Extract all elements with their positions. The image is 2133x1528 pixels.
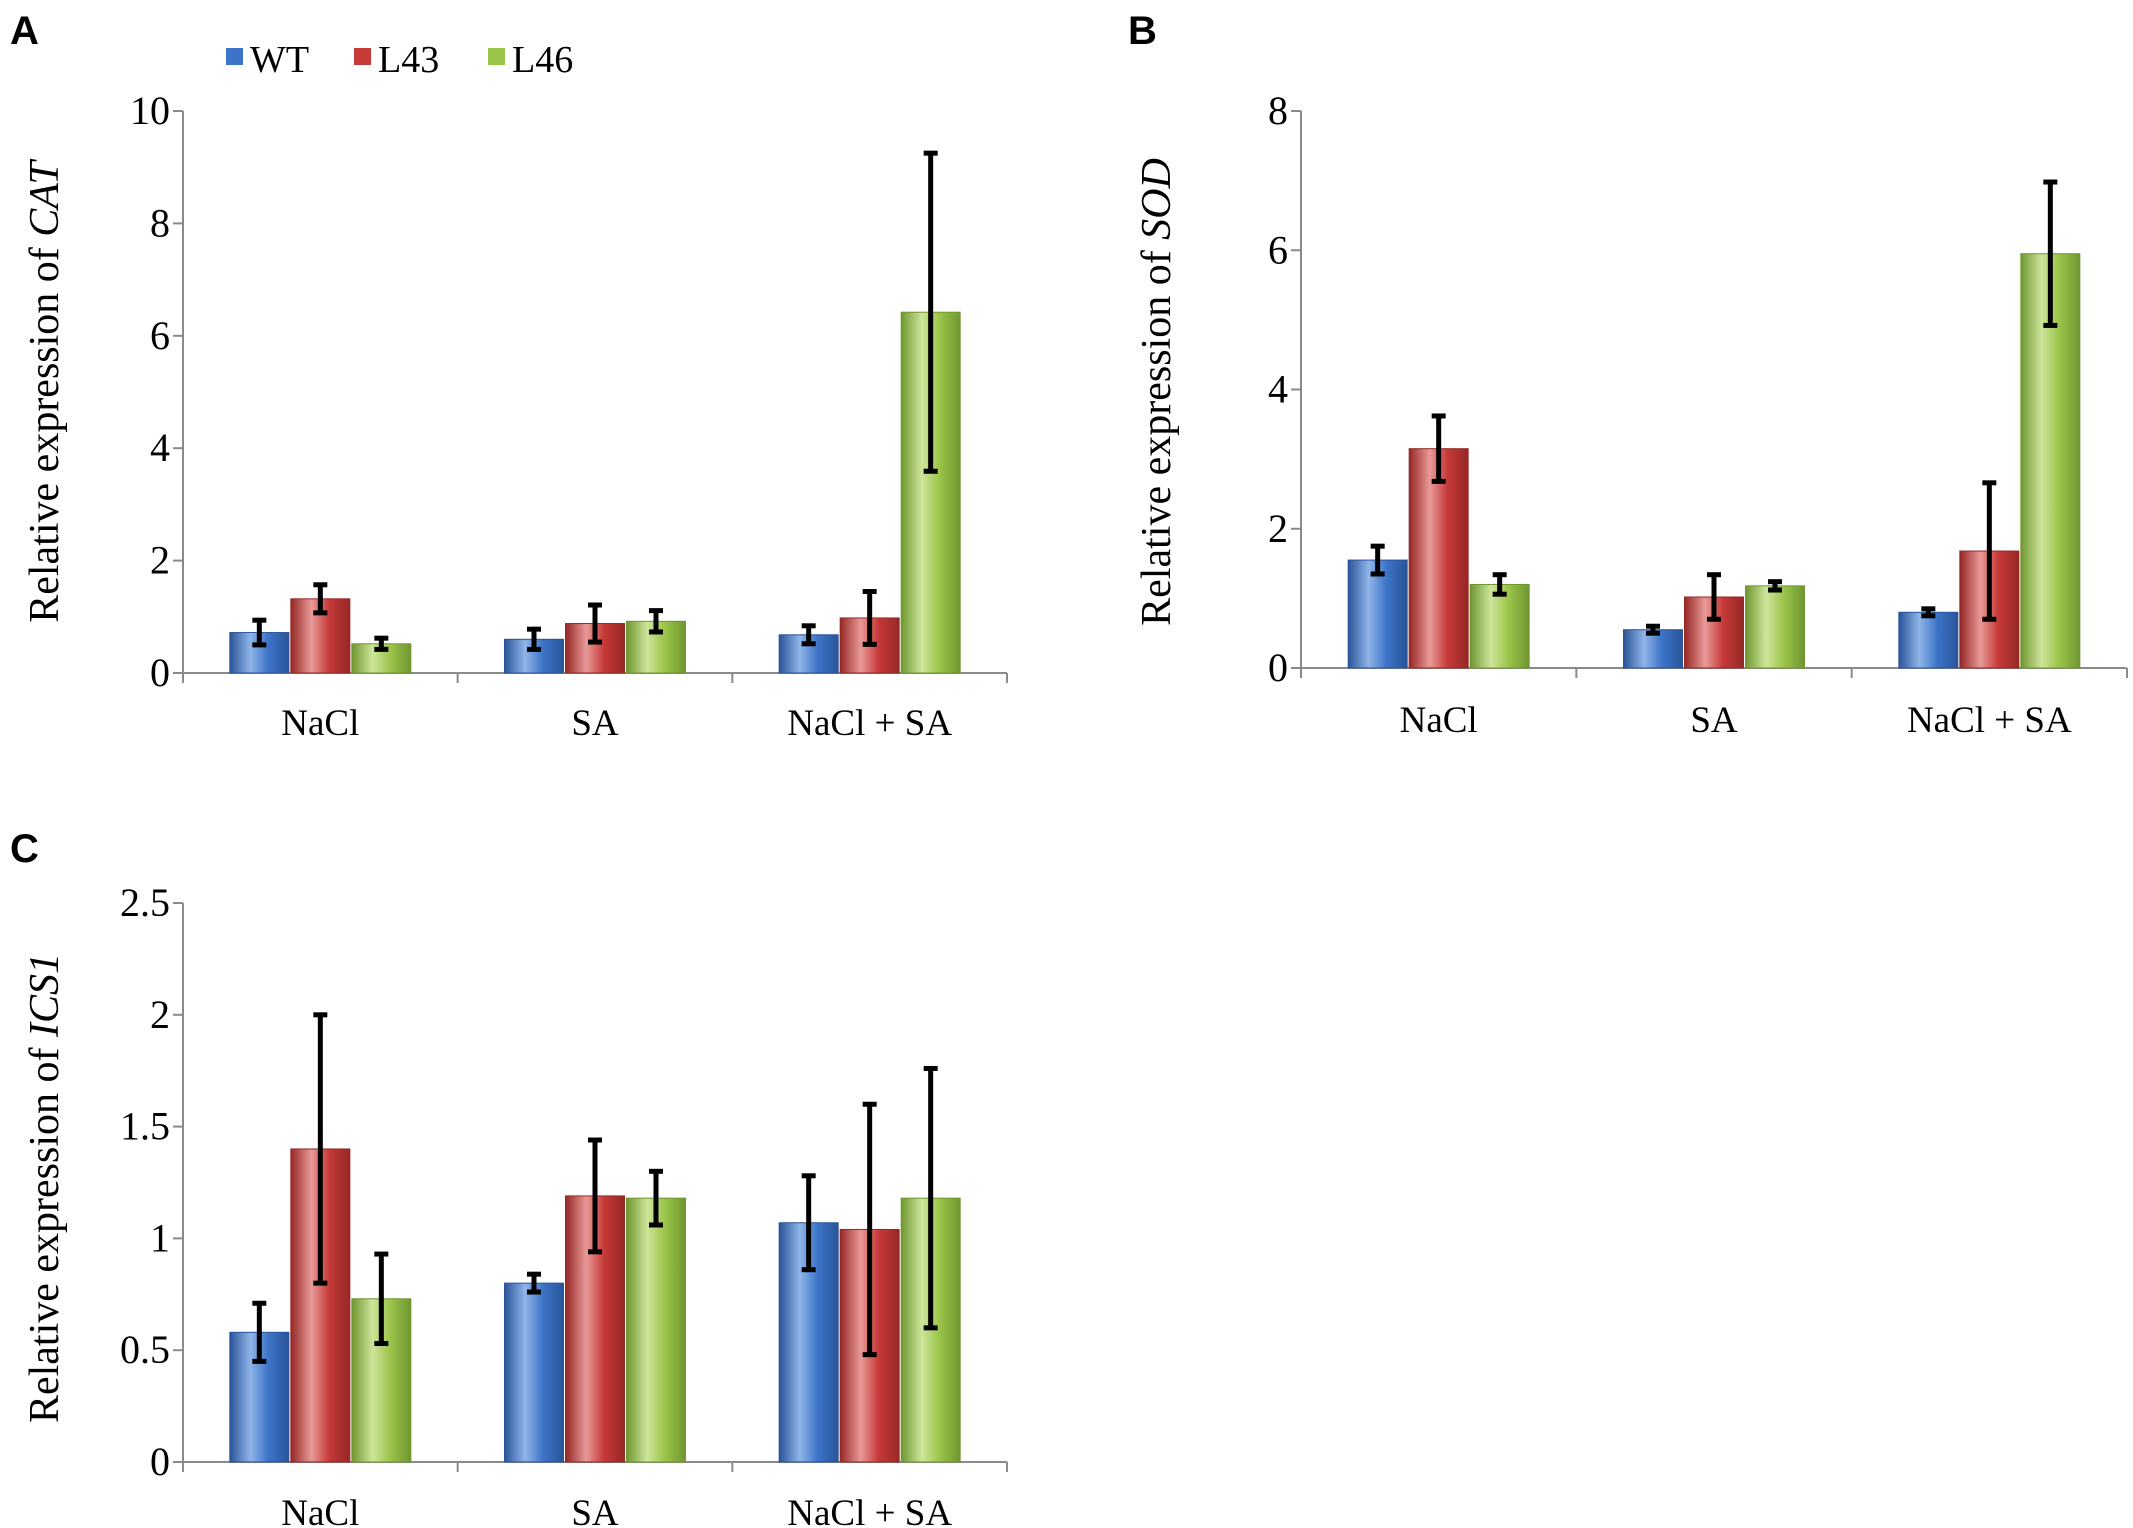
panel-c-category-label: SA [571,1493,619,1528]
panel-a-error-bar-l43 [313,582,328,616]
panel-b-bar-wt [1347,559,1408,669]
panel-a-y-tick-label: 0 [150,650,170,695]
panel-a-error-bar-l46 [649,608,663,635]
panel-c-y-tick-label: 2.5 [120,880,170,925]
panel-b-y-axis-label: Relative expression of SOD [1134,158,1180,626]
panel-letter-b: B [1128,9,1157,53]
panel-c-y-tick-label: 1.5 [120,1104,170,1149]
panel-a-y-tick-label: 8 [150,200,170,245]
panel-c-error-bar-l43 [862,1101,877,1358]
panel-a-error-bar-wt [252,617,267,648]
panel-c-error-bar-wt [801,1173,816,1273]
panel-a-error-bar-wt [527,626,541,652]
panel-c-error-bar-l46 [923,1065,938,1331]
panel-b-error-bar-wt [1921,606,1936,619]
panel-b-y-tick-label: 2 [1268,506,1288,551]
panel-a-error-bar-l46 [374,635,389,652]
panel-a-y-axis-label: Relative expression of CAT [22,159,68,623]
panel-b-y-tick-label: 4 [1268,367,1288,412]
panel-c-y-tick-label: 0.5 [120,1327,170,1372]
panel-c-y-tick-label: 1 [150,1215,170,1260]
panel-b-category-label: SA [1690,700,1738,741]
panel-b-bar-wt [1898,611,1959,669]
panel-c-bar-wt [504,1282,564,1463]
panel-c-y-axis-label: Relative expression of ICS1 [22,953,68,1423]
panel-b-plot: 0 2 4 6 8 NaCl SA NaCl + SA [1268,88,2128,741]
panel-letter-a: A [10,9,39,53]
panel-a-error-bar-wt [801,623,816,647]
panel-a-category-label: NaCl + SA [787,703,952,744]
panel-b: B Relative expression of SOD 0 2 4 6 8 NaCl SA… [1128,9,2128,741]
panel-letter-c: C [10,827,39,871]
panel-c-error-bar-l46 [374,1251,389,1346]
panel-c-category-label: NaCl [281,1493,359,1528]
panel-c-y-tick-label: 0 [150,1439,170,1484]
panel-a: A Relative expression of CAT 0 2 4 6 8 10 NaCl… [10,9,1008,744]
panel-b-error-bar-l46 [1768,579,1782,593]
panel-a-category-label: SA [571,703,619,744]
panel-b-category-label: NaCl [1400,700,1478,741]
panel-c-error-bar-l43 [588,1137,602,1255]
panel-a-error-bar-l46 [923,150,938,474]
panel-b-bar-wt [1623,629,1683,669]
panel-a-y-tick-label: 2 [150,538,170,583]
panel-b-error-bar-l43 [1431,413,1446,484]
panel-c-bar-l46 [626,1197,686,1463]
legend-label-l43: L43 [378,39,439,81]
panel-c-error-bar-wt [252,1300,267,1364]
panel-b-error-bar-l43 [1707,572,1721,622]
panel-a-error-bar-l43 [588,602,602,645]
legend-swatch-l43 [354,48,371,65]
legend-label-l46: L46 [512,39,573,81]
panel-c-y-tick-label: 2 [150,992,170,1037]
panel-a-y-tick-label: 6 [150,313,170,358]
panel-c-error-bar-l46 [649,1168,663,1228]
panel-b-category-label: NaCl + SA [1907,700,2072,741]
panel-a-y-tick-label: 4 [150,425,170,470]
panel-c-error-bar-wt [527,1271,541,1295]
legend: WT L43 L46 [226,39,573,81]
panel-b-error-bar-l43 [1982,480,1997,622]
panel-a-plot: 0 2 4 6 8 10 NaCl SA NaCl + SA [130,88,1008,744]
panel-a-y-tick-label: 10 [130,88,170,133]
panel-b-error-bar-wt [1370,543,1385,577]
legend-label-wt: WT [250,39,309,81]
panel-c-category-label: NaCl + SA [787,1493,952,1528]
panel-a-category-label: NaCl [281,703,359,744]
panel-b-error-bar-wt [1646,623,1660,636]
panel-c-plot: 0 0.5 1 1.5 2 2.5 NaCl SA NaCl + SA [120,880,1008,1528]
legend-swatch-wt [226,48,243,65]
panel-c: C Relative expression of ICS1 0 0.5 1 1.5 2 2… [10,827,1008,1528]
panel-a-error-bar-l43 [862,589,877,647]
panel-b-error-bar-l46 [1492,572,1507,597]
panel-c-error-bar-l43 [313,1012,328,1286]
panel-b-bar-l46 [1745,585,1805,669]
panel-b-y-tick-label: 6 [1268,227,1288,272]
panel-b-y-tick-label: 0 [1268,645,1288,690]
panel-b-bar-l43 [1408,448,1469,669]
panel-b-error-bar-l46 [2043,179,2058,328]
panel-b-y-tick-label: 8 [1268,88,1288,133]
panel-b-bar-l46 [1469,583,1530,669]
legend-swatch-l46 [488,48,505,65]
